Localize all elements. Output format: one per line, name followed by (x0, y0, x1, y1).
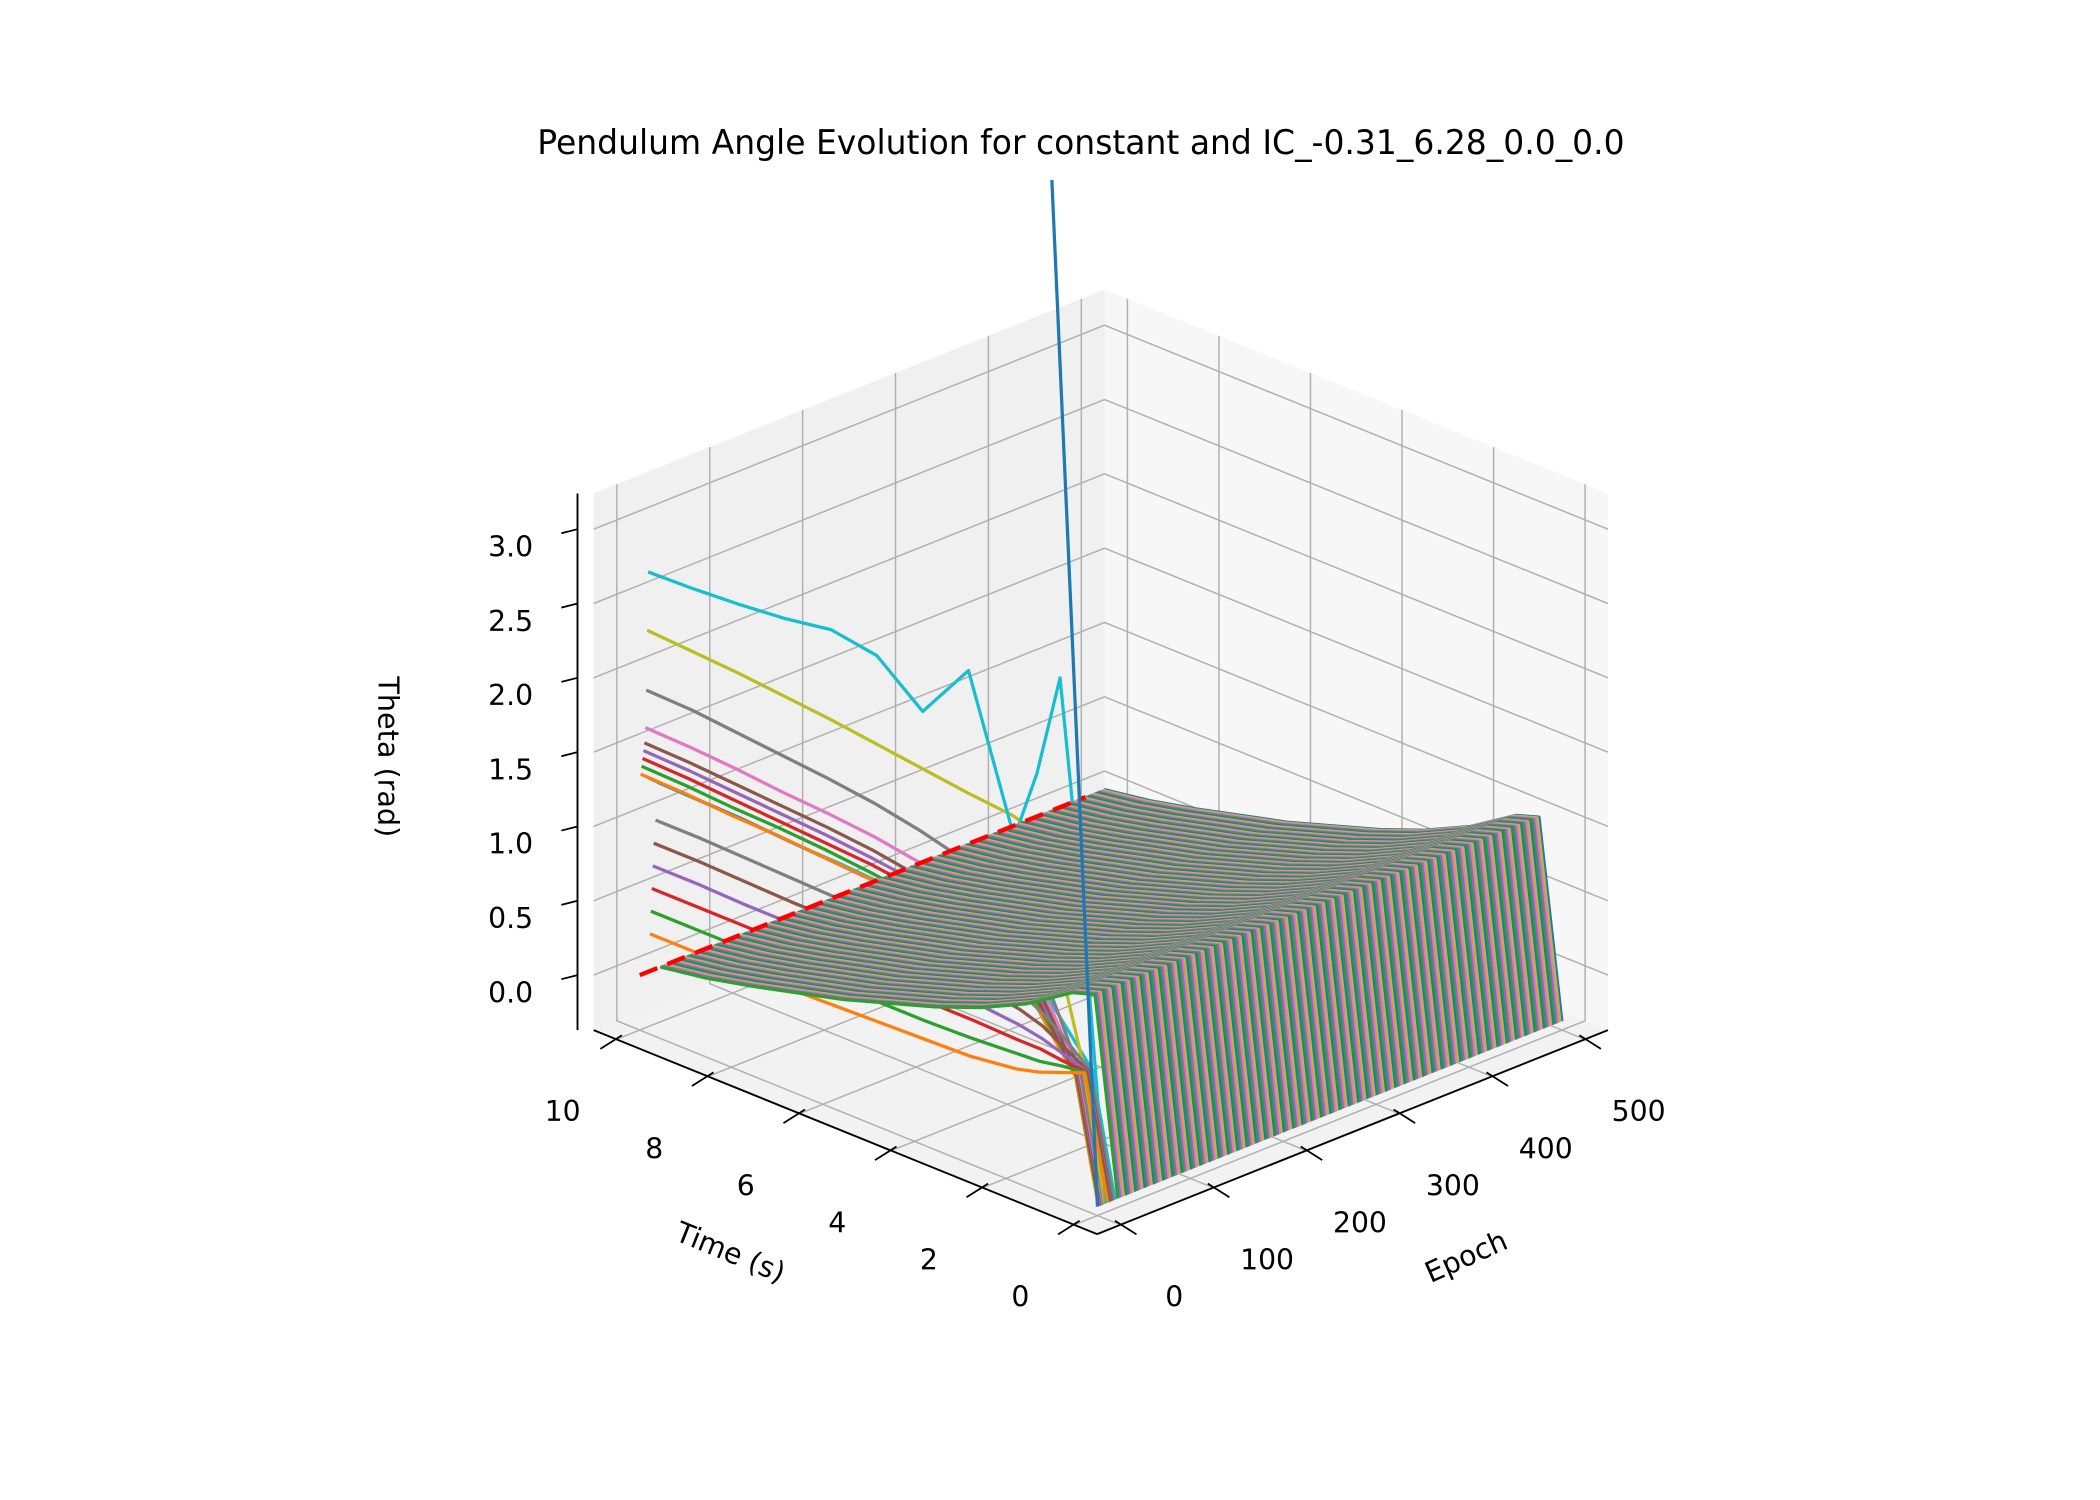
time-axis-line (593, 1029, 1098, 1235)
chart-title: Pendulum Angle Evolution for constant an… (537, 123, 1624, 162)
epoch-tick-mark (1300, 1145, 1323, 1161)
grid-line-theta (593, 473, 1609, 679)
time-tick-mark (874, 1145, 898, 1161)
time-tick-mark (691, 1071, 714, 1087)
epoch-tick-label: 500 (1612, 1095, 1666, 1128)
epoch-7-line (645, 688, 1106, 1205)
epoch-9-line (647, 570, 1108, 1204)
epoch-axis-line (1096, 1029, 1609, 1235)
theta-tick-mark (561, 974, 578, 981)
axis-lines (561, 493, 1609, 1236)
epoch-tick-mark (1486, 1071, 1509, 1087)
epoch-tick-label: 200 (1333, 1206, 1387, 1239)
theta-tick-mark (561, 602, 578, 609)
series-lines (638, 180, 1564, 1207)
theta-tick-label: 1.0 (488, 828, 533, 861)
grid-line-theta (593, 398, 1609, 605)
epoch-tick-label: 400 (1519, 1132, 1573, 1165)
epoch-tick-mark (1207, 1182, 1230, 1199)
time-tick-label: 4 (828, 1206, 846, 1239)
time-tick-mark (599, 1034, 623, 1050)
theta-tick-mark (561, 899, 578, 906)
grid-line-theta (593, 547, 1609, 753)
grid-line-epoch (709, 447, 1214, 1189)
theta-tick-mark (561, 751, 578, 758)
target-dashed-line (638, 795, 1087, 978)
epoch-tick-mark (1393, 1108, 1416, 1124)
time-tick-label: 6 (737, 1169, 755, 1202)
grid-line-epoch (616, 484, 1121, 1226)
grid-line-time (1073, 484, 1586, 1226)
epoch-tick-label: 100 (1240, 1243, 1294, 1276)
theta-tick-label: 2.5 (488, 605, 533, 638)
theta-tick-mark (561, 825, 578, 832)
time-tick-mark (1057, 1219, 1081, 1236)
theta-tick-label: 2.0 (488, 679, 533, 712)
y-axis-label: Time (s) (670, 1215, 790, 1290)
theta-tick-label: 0.5 (488, 902, 533, 935)
epoch-0-diverging-line (1050, 180, 1100, 1207)
time-tick-mark (782, 1108, 806, 1124)
z-axis-label: Theta (rad) (371, 675, 404, 837)
epoch-22-line (659, 965, 1120, 1199)
time-tick-label: 10 (545, 1095, 581, 1128)
theta-tick-mark (561, 528, 578, 535)
x-axis-label: Epoch (1420, 1224, 1512, 1290)
time-tick-label: 8 (645, 1132, 663, 1165)
theta-tick-label: 0.0 (488, 976, 533, 1009)
time-tick-mark (966, 1182, 989, 1199)
grid-line-theta (593, 621, 1609, 828)
theta-tick-label: 1.5 (488, 753, 533, 786)
time-tick-label: 2 (920, 1243, 938, 1276)
epoch-tick-mark (1578, 1034, 1602, 1050)
time-tick-label: 0 (1011, 1280, 1029, 1313)
epoch-tick-label: 0 (1165, 1280, 1183, 1313)
epoch-tick-label: 300 (1426, 1169, 1480, 1202)
grid-line-theta (593, 324, 1609, 530)
theta-tick-mark (561, 676, 578, 683)
tick-labels: 0 100 200 300 400 500 0 2 4 6 8 10 0.0 0.5 1.0 1.5 2.0 2.… (488, 530, 1665, 1313)
epoch-tick-mark (1114, 1219, 1137, 1236)
theta-tick-label: 3.0 (488, 530, 533, 563)
